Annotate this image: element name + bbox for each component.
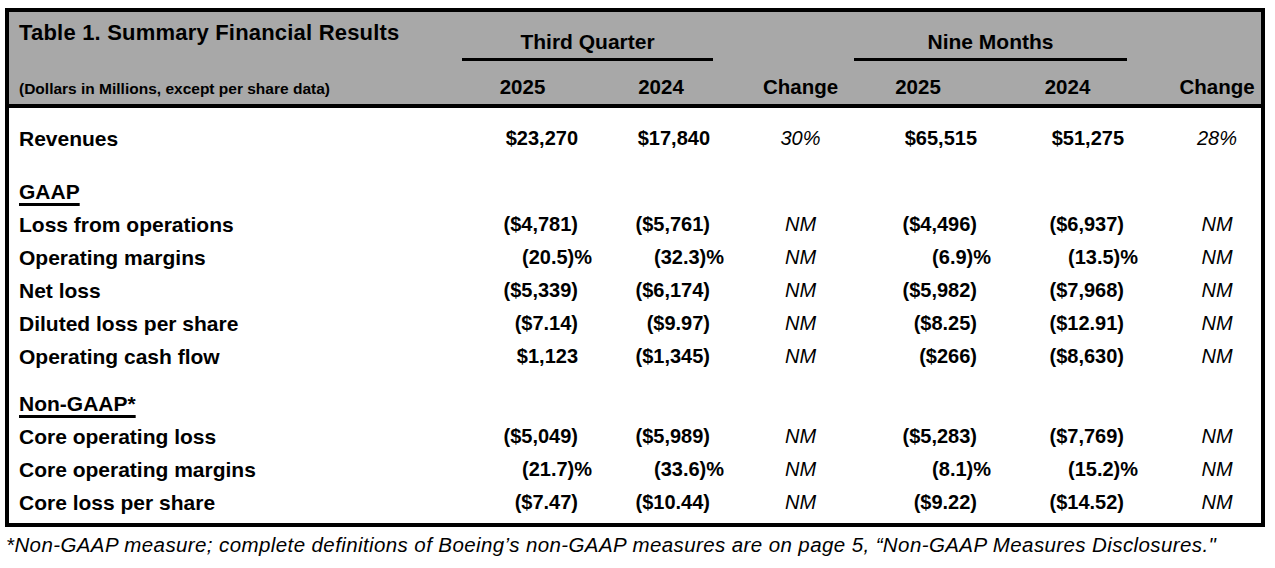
value-cell: (32.3)% [595, 246, 727, 269]
change-value: NM [1141, 246, 1261, 269]
change-value: NM [727, 345, 842, 368]
value-cell: ($266) [842, 345, 994, 368]
table-header: Table 1. Summary Financial Results (Doll… [9, 12, 1261, 108]
value-cell: ($7.14) [450, 312, 595, 335]
column-header-9m-2024: 2024 [994, 75, 1141, 99]
change-value: NM [727, 312, 842, 335]
value-cell: $51,275 [994, 127, 1141, 150]
change-value: NM [1141, 425, 1261, 448]
table-title-block: Table 1. Summary Financial Results (Doll… [19, 20, 449, 98]
value-cell: ($12.91) [994, 312, 1141, 335]
value-cell: ($4,781) [450, 213, 595, 236]
change-value: NM [1141, 491, 1261, 514]
value-cell: ($1,345) [595, 345, 727, 368]
change-value: NM [727, 491, 842, 514]
change-value: NM [727, 425, 842, 448]
value-cell: ($8,630) [994, 345, 1141, 368]
column-header-q3-2024: 2024 [595, 75, 727, 99]
value-cell: ($5,049) [450, 425, 595, 448]
table-row: Core loss per share($7.47)($10.44)NM($9.… [9, 486, 1261, 519]
value-cell: $65,515 [842, 127, 994, 150]
row-label: Operating cash flow [9, 345, 450, 369]
value-cell: (8.1)% [842, 458, 994, 481]
column-header-9m-change: Change [1141, 75, 1261, 99]
table-row: Operating cash flow$1,123($1,345)NM($266… [9, 340, 1261, 373]
section-row: GAAP [9, 175, 1261, 208]
change-value: NM [1141, 213, 1261, 236]
value-cell: ($7.47) [450, 491, 595, 514]
change-value: 28% [1141, 127, 1261, 150]
financial-results-sheet: Table 1. Summary Financial Results (Doll… [0, 0, 1275, 568]
table-title: Table 1. Summary Financial Results [19, 20, 449, 46]
change-value: 30% [727, 127, 842, 150]
change-value: NM [1141, 345, 1261, 368]
value-cell: $23,270 [450, 127, 595, 150]
value-cell: ($5,989) [595, 425, 727, 448]
value-cell: ($10.44) [595, 491, 727, 514]
row-label: Loss from operations [9, 213, 450, 237]
change-value: NM [727, 213, 842, 236]
value-cell: (15.2)% [994, 458, 1141, 481]
table-row: Core operating margins(21.7)%(33.6)%NM(8… [9, 453, 1261, 486]
table-row: Diluted loss per share($7.14)($9.97)NM($… [9, 307, 1261, 340]
table-row: Revenues$23,270$17,84030%$65,515$51,2752… [9, 116, 1261, 161]
value-cell: ($14.52) [994, 491, 1141, 514]
row-label: Core operating loss [9, 425, 450, 449]
column-group-third-quarter: Third Quarter [462, 30, 713, 61]
change-value: NM [727, 279, 842, 302]
row-label: Core loss per share [9, 491, 450, 515]
table-row: Core operating loss($5,049)($5,989)NM($5… [9, 420, 1261, 453]
table-row: Net loss($5,339)($6,174)NM($5,982)($7,96… [9, 274, 1261, 307]
value-cell: ($6,174) [595, 279, 727, 302]
change-value: NM [727, 246, 842, 269]
value-cell: (21.7)% [450, 458, 595, 481]
table-row: Loss from operations($4,781)($5,761)NM($… [9, 208, 1261, 241]
change-value: NM [1141, 312, 1261, 335]
value-cell: ($9.22) [842, 491, 994, 514]
table-row: Operating margins(20.5)%(32.3)%NM(6.9)%(… [9, 241, 1261, 274]
value-cell: $1,123 [450, 345, 595, 368]
value-cell: $17,840 [595, 127, 727, 150]
value-cell: ($5,761) [595, 213, 727, 236]
value-cell: ($6,937) [994, 213, 1141, 236]
column-group-nine-months: Nine Months [854, 30, 1127, 61]
footnote: *Non-GAAP measure; complete definitions … [6, 533, 1271, 557]
table-body: Revenues$23,270$17,84030%$65,515$51,2752… [9, 108, 1261, 523]
column-header-q3-2025: 2025 [450, 75, 595, 99]
summary-financial-table: Table 1. Summary Financial Results (Doll… [5, 8, 1265, 527]
value-cell: (13.5)% [994, 246, 1141, 269]
column-header-q3-change: Change [727, 75, 842, 99]
value-cell: ($9.97) [595, 312, 727, 335]
change-value: NM [727, 458, 842, 481]
change-value: NM [1141, 279, 1261, 302]
row-label: GAAP [9, 180, 450, 204]
section-row: Non-GAAP* [9, 387, 1261, 420]
value-cell: ($5,982) [842, 279, 994, 302]
table-subtitle: (Dollars in Millions, except per share d… [19, 80, 449, 98]
value-cell: (6.9)% [842, 246, 994, 269]
row-label: Non-GAAP* [9, 392, 450, 416]
value-cell: ($7,769) [994, 425, 1141, 448]
value-cell: ($5,339) [450, 279, 595, 302]
value-cell: (33.6)% [595, 458, 727, 481]
row-label: Net loss [9, 279, 450, 303]
value-cell: (20.5)% [450, 246, 595, 269]
row-label: Core operating margins [9, 458, 450, 482]
value-cell: ($5,283) [842, 425, 994, 448]
change-value: NM [1141, 458, 1261, 481]
row-label: Operating margins [9, 246, 450, 270]
value-cell: ($8.25) [842, 312, 994, 335]
value-cell: ($4,496) [842, 213, 994, 236]
row-label: Diluted loss per share [9, 312, 450, 336]
row-label: Revenues [9, 127, 450, 151]
value-cell: ($7,968) [994, 279, 1141, 302]
column-header-9m-2025: 2025 [842, 75, 994, 99]
